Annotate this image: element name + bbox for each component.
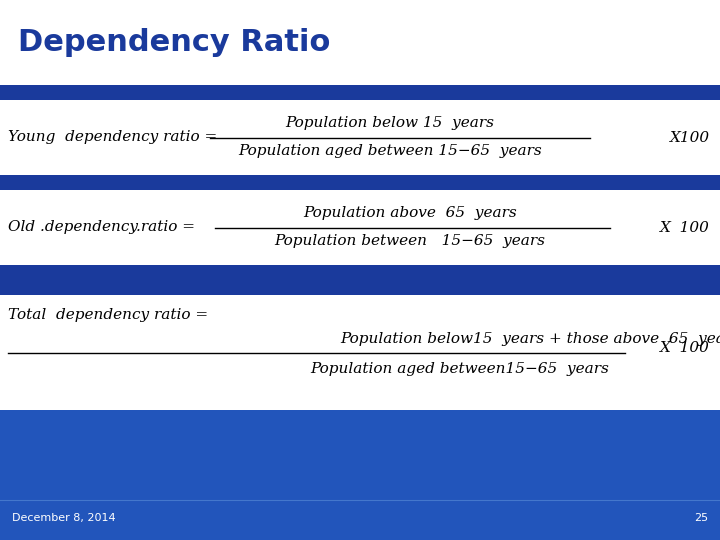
- FancyBboxPatch shape: [0, 295, 720, 410]
- Text: 25: 25: [694, 513, 708, 523]
- Text: Population below 15  years: Population below 15 years: [286, 117, 495, 131]
- Text: Population aged between 15−65  years: Population aged between 15−65 years: [238, 145, 542, 159]
- Text: Population aged between15−65  years: Population aged between15−65 years: [310, 361, 609, 375]
- FancyBboxPatch shape: [0, 100, 720, 175]
- Text: Total  dependency ratio =: Total dependency ratio =: [8, 308, 213, 322]
- Text: Population above  65  years: Population above 65 years: [303, 206, 517, 220]
- Text: Population between   15−65  years: Population between 15−65 years: [274, 234, 546, 248]
- FancyBboxPatch shape: [0, 265, 720, 295]
- Text: Old .dependency.ratio =: Old .dependency.ratio =: [8, 220, 200, 234]
- FancyBboxPatch shape: [0, 190, 720, 265]
- Text: December 8, 2014: December 8, 2014: [12, 513, 116, 523]
- Text: Dependency Ratio: Dependency Ratio: [18, 28, 330, 57]
- Text: X100: X100: [670, 131, 710, 145]
- FancyBboxPatch shape: [0, 0, 720, 85]
- FancyBboxPatch shape: [0, 175, 720, 190]
- Text: X  100: X 100: [660, 341, 710, 355]
- Text: Young  dependency ratio =: Young dependency ratio =: [8, 131, 222, 145]
- Text: X  100: X 100: [660, 220, 710, 234]
- FancyBboxPatch shape: [0, 85, 720, 100]
- Text: Population below15  years + those above  65  years: Population below15 years + those above 6…: [340, 332, 720, 346]
